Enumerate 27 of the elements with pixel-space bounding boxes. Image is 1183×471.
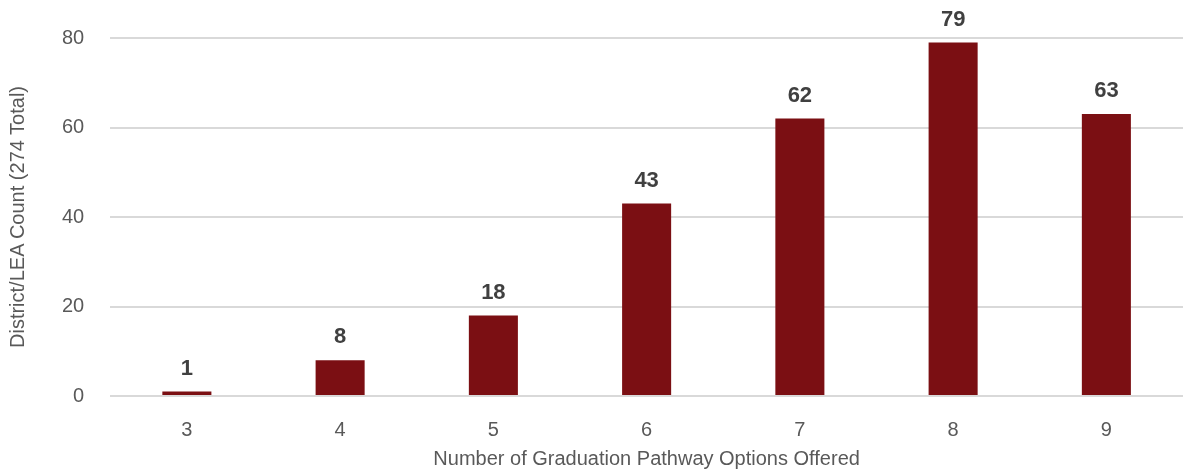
y-axis-title: District/LEA Count (274 Total) xyxy=(5,86,28,348)
x-tick-label: 7 xyxy=(794,417,806,440)
bar xyxy=(1081,114,1131,395)
bar xyxy=(315,360,365,395)
bar xyxy=(928,42,978,395)
x-axis-title: Number of Graduation Pathway Options Offered xyxy=(433,446,860,469)
y-tick-label: 80 xyxy=(62,25,85,48)
data-label: 18 xyxy=(481,278,506,304)
x-tick-label: 3 xyxy=(181,417,193,440)
x-tick-label: 9 xyxy=(1100,417,1112,440)
data-label: 1 xyxy=(180,354,193,380)
data-label: 63 xyxy=(1094,77,1119,103)
y-tick-label: 0 xyxy=(73,383,85,406)
bar xyxy=(468,315,518,395)
data-label: 62 xyxy=(787,81,813,107)
data-label: 43 xyxy=(634,166,659,192)
x-tick-label: 4 xyxy=(334,417,346,440)
bar xyxy=(622,203,672,395)
x-tick-label: 5 xyxy=(487,417,499,440)
y-tick-label: 60 xyxy=(62,115,85,138)
y-tick-label: 40 xyxy=(62,204,85,227)
data-label: 79 xyxy=(940,5,966,31)
data-label: 8 xyxy=(334,323,347,349)
y-tick-label: 20 xyxy=(62,294,85,317)
bar xyxy=(775,118,825,395)
x-tick-label: 8 xyxy=(947,417,959,440)
x-tick-label: 6 xyxy=(641,417,653,440)
